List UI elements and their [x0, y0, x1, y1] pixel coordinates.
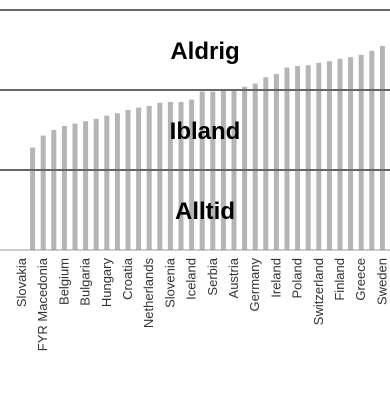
x-tick-label: Iceland	[184, 258, 199, 300]
bar	[93, 118, 99, 250]
bar	[178, 102, 184, 250]
bar	[125, 110, 131, 250]
x-tick-label: Greece	[353, 258, 368, 301]
bar	[379, 46, 385, 250]
x-tick-label: Slovakia	[14, 257, 29, 307]
bar	[326, 61, 332, 251]
bar	[284, 67, 290, 250]
bar	[83, 121, 89, 250]
x-tick-label: Ireland	[268, 258, 283, 298]
bar	[189, 99, 195, 250]
band-label: Aldrig	[170, 38, 239, 65]
x-tick-label: Finland	[332, 258, 347, 301]
x-tick-label: Serbia	[205, 257, 220, 295]
bar	[242, 86, 248, 250]
x-tick-label: Austria	[226, 257, 241, 298]
bar	[167, 102, 173, 250]
bar	[252, 83, 258, 250]
bar	[369, 50, 375, 250]
bar	[136, 107, 142, 250]
band-label: Ibland	[170, 118, 241, 145]
x-tick-label: Belgium	[56, 258, 71, 305]
bar	[348, 57, 354, 251]
x-tick-label: Bulgaria	[78, 257, 93, 305]
x-tick-label: Croatia	[120, 257, 135, 300]
x-tick-label: Switzerland	[311, 258, 326, 325]
bar	[51, 130, 57, 250]
x-tick-label: Slovenia	[162, 257, 177, 308]
bar	[114, 113, 120, 250]
bar	[358, 54, 364, 250]
bar	[30, 147, 36, 250]
x-tick-label: Sweden	[374, 258, 389, 305]
bar	[104, 115, 110, 250]
x-tick-label: Hungary	[99, 258, 114, 308]
bar	[61, 126, 67, 250]
bar	[337, 58, 343, 250]
bar	[305, 65, 311, 250]
bar	[40, 135, 46, 250]
x-tick-label: Netherlands	[141, 258, 156, 329]
bar	[72, 123, 78, 250]
x-tick-label: FYR Macedonia	[35, 257, 50, 351]
bar	[295, 66, 301, 250]
bar	[263, 77, 269, 250]
x-tick-label: Germany	[247, 258, 262, 312]
bar	[157, 102, 163, 250]
band-label: Alltid	[175, 198, 235, 225]
bar	[146, 106, 152, 250]
bar	[316, 62, 322, 250]
bar	[273, 74, 279, 250]
x-tick-label: Poland	[290, 258, 305, 298]
